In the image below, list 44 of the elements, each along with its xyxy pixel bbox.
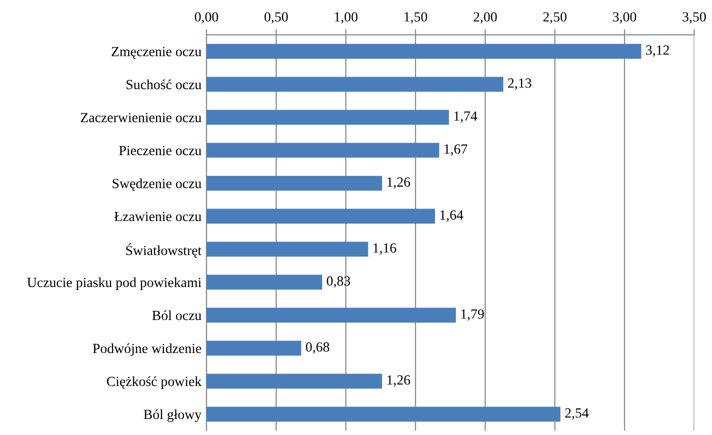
bar — [206, 340, 302, 356]
bar — [206, 308, 456, 323]
bar — [206, 274, 322, 290]
y-tick-label: Pieczenie oczu — [119, 146, 202, 156]
data-label: 1,74 — [454, 111, 478, 123]
bar — [206, 208, 436, 224]
bar — [206, 176, 382, 191]
y-tick-label: Uczucie piasku pod powiekami — [27, 277, 202, 290]
data-label: 3,12 — [646, 45, 669, 57]
data-label: 1,26 — [387, 177, 410, 189]
x-tick-label: 0,50 — [264, 12, 288, 24]
y-tick-label: Ciężkość powiek — [106, 376, 202, 389]
bar — [206, 44, 642, 59]
data-label: 0,68 — [306, 342, 330, 354]
data-label: 0,83 — [326, 276, 350, 288]
bar — [206, 110, 449, 125]
y-tick-label: Zaczerwienienie oczu — [80, 112, 202, 122]
y-tick-label: Światłowstręt — [126, 243, 202, 258]
x-tick-label: 0,00 — [194, 12, 218, 24]
x-tick-label: 1,00 — [334, 12, 358, 24]
data-label: 1,67 — [444, 144, 468, 156]
y-tick-label: Ból oczu — [152, 310, 202, 320]
x-tick-label: 1,50 — [404, 12, 428, 24]
data-label: 1,16 — [374, 243, 396, 255]
y-tick-label: Suchość oczu — [126, 79, 202, 90]
bar — [206, 76, 504, 92]
x-tick-label: 3,50 — [682, 12, 706, 24]
data-label: 1,79 — [461, 309, 484, 321]
y-tick-label: Zmęczenie oczu — [112, 46, 202, 59]
bar — [206, 142, 440, 158]
data-label: 2,54 — [565, 408, 589, 420]
data-label: 1,26 — [387, 375, 410, 387]
y-tick-label: Ból głowy — [144, 409, 202, 422]
bar — [206, 242, 368, 257]
x-tick-label: 3,00 — [613, 12, 636, 24]
bar — [206, 374, 382, 389]
x-tick-label: 2,50 — [543, 12, 566, 24]
data-label: 2,13 — [508, 78, 532, 90]
data-label: 1,64 — [440, 210, 464, 222]
bar — [206, 406, 560, 422]
y-tick-label: Podwójne widzenie — [92, 343, 202, 356]
y-tick-label: Swędzenie oczu — [112, 178, 202, 191]
x-tick-label: 2,00 — [474, 12, 497, 24]
y-tick-label: Łzawienie oczu — [114, 212, 202, 222]
